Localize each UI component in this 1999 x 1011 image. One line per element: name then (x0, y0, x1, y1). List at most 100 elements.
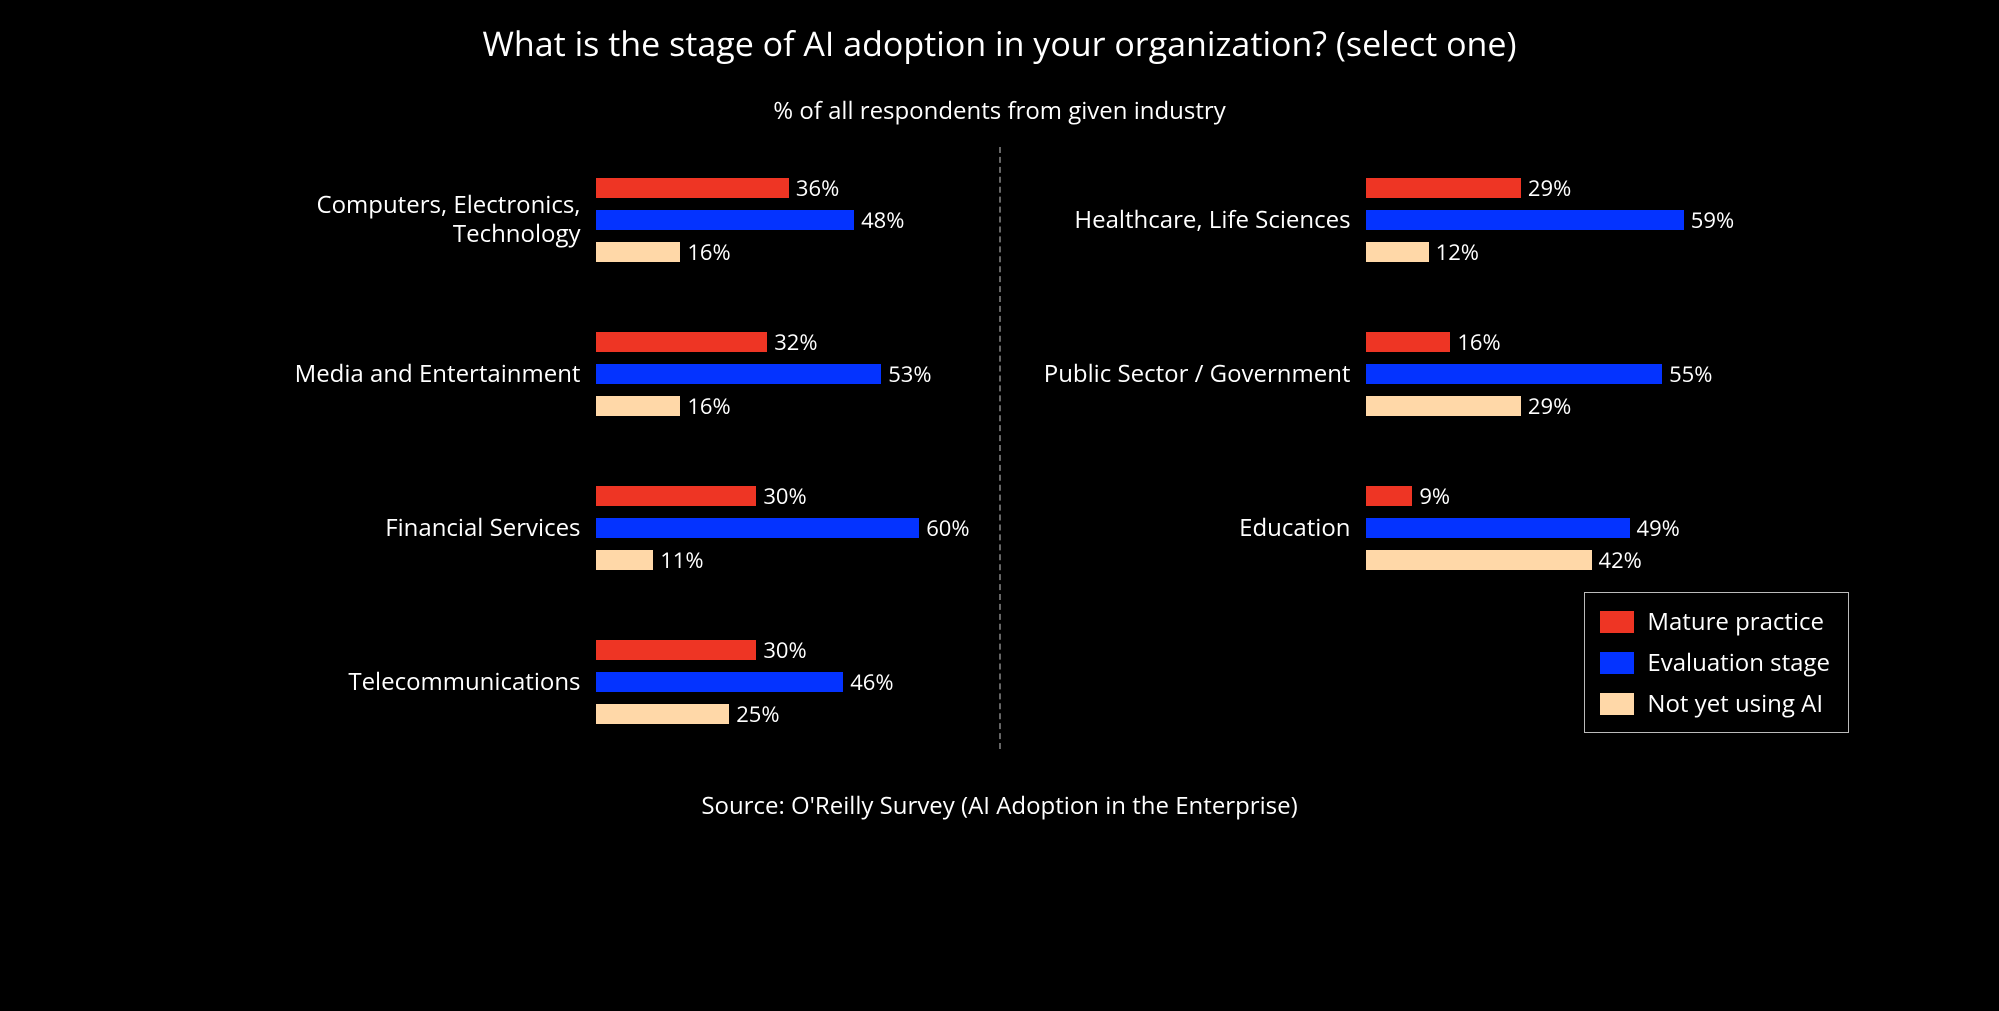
bar-row-not_using: 42% (1365, 545, 1745, 575)
bar-not_using (595, 703, 731, 725)
source-text: Source: O'Reilly Survey (AI Adoption in … (60, 789, 1939, 822)
industry-label: Healthcare, Life Sciences (1025, 206, 1365, 235)
bar-not_using (1365, 241, 1430, 263)
bar-row-not_using: 11% (595, 545, 975, 575)
bar-value-label: 46% (850, 667, 893, 697)
bar-row-not_using: 29% (1365, 391, 1745, 421)
bar-row-evaluation: 53% (595, 359, 975, 389)
bar-evaluation (1365, 209, 1685, 231)
bar-value-label: 49% (1637, 513, 1680, 543)
bar-row-mature: 36% (595, 173, 975, 203)
column-divider (999, 147, 1001, 749)
industry-group: Public Sector / Government 16% 55% 29% (1025, 327, 1745, 421)
bar-set: 30% 60% 11% (595, 481, 975, 575)
legend-swatch-not_using (1599, 692, 1635, 716)
bar-set: 30% 46% 25% (595, 635, 975, 729)
bar-mature (1365, 177, 1522, 199)
chart-title: What is the stage of AI adoption in your… (60, 20, 1939, 66)
industry-group: Telecommunications 30% 46% 25% (255, 635, 975, 729)
industry-label: Financial Services (255, 514, 595, 543)
bar-value-label: 16% (687, 237, 730, 267)
legend-swatch-evaluation (1599, 651, 1635, 675)
bar-not_using (595, 395, 682, 417)
bar-row-mature: 32% (595, 327, 975, 357)
bar-row-mature: 16% (1365, 327, 1745, 357)
bar-mature (595, 177, 790, 199)
bar-value-label: 36% (796, 173, 839, 203)
legend-swatch-mature (1599, 610, 1635, 634)
bar-mature (595, 331, 769, 353)
bar-row-evaluation: 48% (595, 205, 975, 235)
bar-evaluation (595, 517, 921, 539)
bar-set: 16% 55% 29% (1365, 327, 1745, 421)
bar-evaluation (595, 209, 856, 231)
bar-value-label: 9% (1419, 481, 1450, 511)
bar-value-label: 32% (774, 327, 817, 357)
industry-group: Education 9% 49%42% (1025, 481, 1745, 575)
bar-value-label: 25% (736, 699, 779, 729)
bar-value-label: 48% (861, 205, 904, 235)
bar-not_using (1365, 549, 1593, 571)
bar-value-label: 12% (1436, 237, 1479, 267)
industry-label: Education (1025, 514, 1365, 543)
bar-not_using (1365, 395, 1522, 417)
bar-row-mature: 30% (595, 635, 975, 665)
legend-item-evaluation: Evaluation stage (1599, 646, 1830, 679)
bar-row-evaluation: 55% (1365, 359, 1745, 389)
bar-row-mature: 30% (595, 481, 975, 511)
bar-value-label: 30% (763, 635, 806, 665)
industry-label: Media and Entertainment (255, 360, 595, 389)
bar-mature (1365, 485, 1414, 507)
bar-not_using (595, 241, 682, 263)
industry-group: Financial Services 30% 60% 11% (255, 481, 975, 575)
bar-evaluation (595, 671, 845, 693)
bar-set: 29% 59% 12% (1365, 173, 1745, 267)
bar-value-label: 11% (660, 545, 703, 575)
bar-row-evaluation: 59% (1365, 205, 1745, 235)
bar-value-label: 30% (763, 481, 806, 511)
legend-label: Evaluation stage (1647, 646, 1830, 679)
bar-value-label: 16% (687, 391, 730, 421)
bar-set: 36% 48% 16% (595, 173, 975, 267)
bar-value-label: 53% (888, 359, 931, 389)
bar-row-evaluation: 60% (595, 513, 975, 543)
bar-row-mature: 29% (1365, 173, 1745, 203)
bar-value-label: 55% (1669, 359, 1712, 389)
bar-mature (595, 639, 758, 661)
bar-value-label: 42% (1599, 545, 1642, 575)
bar-value-label: 60% (926, 513, 969, 543)
legend-item-not_using: Not yet using AI (1599, 687, 1830, 720)
bar-row-not_using: 16% (595, 391, 975, 421)
industry-group: Computers, Electronics, Technology 36% 48%… (255, 173, 975, 267)
bar-value-label: 29% (1528, 173, 1571, 203)
bar-not_using (595, 549, 655, 571)
bar-set: 9% 49%42% (1365, 481, 1745, 575)
bar-set: 32% 53% 16% (595, 327, 975, 421)
bar-evaluation (1365, 363, 1664, 385)
bar-evaluation (1365, 517, 1631, 539)
bar-mature (595, 485, 758, 507)
industry-group: Media and Entertainment 32% 53% 16% (255, 327, 975, 421)
chart-subtitle: % of all respondents from given industry (60, 94, 1939, 127)
bar-row-evaluation: 49% (1365, 513, 1745, 543)
industry-label: Computers, Electronics, Technology (255, 191, 595, 249)
legend-label: Mature practice (1647, 605, 1824, 638)
legend-item-mature: Mature practice (1599, 605, 1830, 638)
bar-row-mature: 9% (1365, 481, 1745, 511)
bar-row-not_using: 16% (595, 237, 975, 267)
bar-value-label: 29% (1528, 391, 1571, 421)
industry-label: Public Sector / Government (1025, 360, 1365, 389)
bar-value-label: 59% (1691, 205, 1734, 235)
legend: Mature practice Evaluation stage Not yet u… (1584, 592, 1849, 733)
bar-row-not_using: 25% (595, 699, 975, 729)
bar-mature (1365, 331, 1452, 353)
bar-value-label: 16% (1457, 327, 1500, 357)
bar-row-not_using: 12% (1365, 237, 1745, 267)
chart-area: Computers, Electronics, Technology 36% 48%… (60, 147, 1939, 749)
legend-label: Not yet using AI (1647, 687, 1823, 720)
bar-evaluation (595, 363, 883, 385)
bar-row-evaluation: 46% (595, 667, 975, 697)
industry-label: Telecommunications (255, 668, 595, 697)
industry-group: Healthcare, Life Sciences 29% 59% 12% (1025, 173, 1745, 267)
chart-column-left: Computers, Electronics, Technology 36% 48%… (235, 147, 995, 749)
